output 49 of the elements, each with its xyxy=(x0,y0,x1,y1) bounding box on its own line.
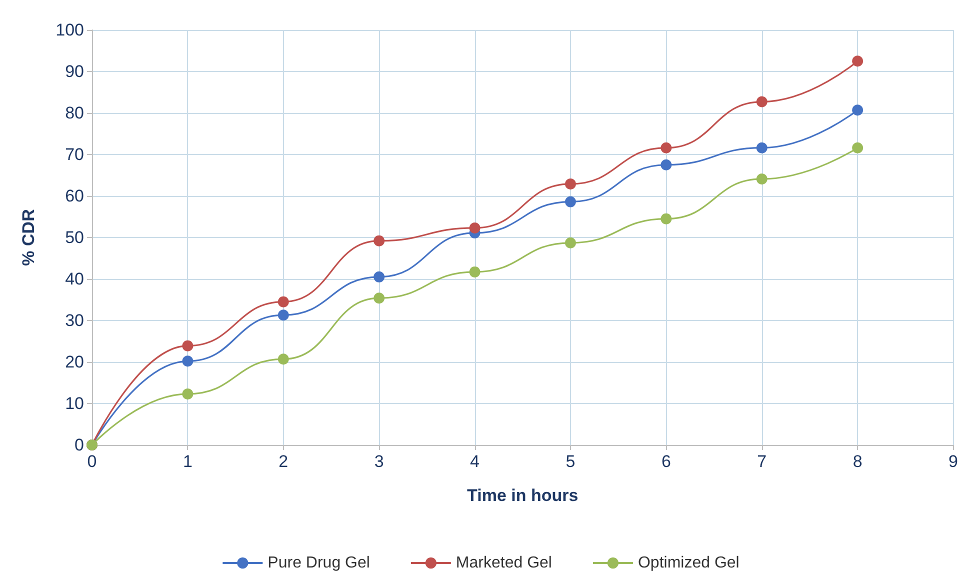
point xyxy=(374,271,385,282)
point xyxy=(564,178,576,190)
point xyxy=(660,142,672,154)
point xyxy=(660,213,672,224)
point xyxy=(756,173,768,184)
point xyxy=(374,292,385,304)
x-tick-label: 5 xyxy=(566,452,576,471)
point xyxy=(278,296,289,308)
y-tick-label: 40 xyxy=(65,270,84,288)
y-tick-label: 20 xyxy=(65,352,84,372)
x-tick-label: 9 xyxy=(948,452,958,471)
x-tick-label: 8 xyxy=(852,452,862,471)
y-tick-label: 100 xyxy=(56,20,84,40)
point xyxy=(182,388,194,400)
y-tick-label: 10 xyxy=(65,394,84,413)
y-tick-label: 70 xyxy=(65,145,84,164)
point xyxy=(852,56,864,67)
x-tick-label: 3 xyxy=(374,452,384,471)
y-tick-label: 50 xyxy=(65,228,84,247)
point xyxy=(278,354,289,365)
x-tick-label: 6 xyxy=(661,452,671,471)
x-tick-label: 0 xyxy=(87,452,97,471)
point xyxy=(469,222,480,234)
legend-label: Optimized Gel xyxy=(638,554,740,572)
y-tick-label: 30 xyxy=(65,311,84,330)
point xyxy=(374,235,385,246)
point xyxy=(278,310,289,321)
x-tick-label: 2 xyxy=(278,452,288,471)
point xyxy=(852,104,864,116)
y-tick-label: 0 xyxy=(74,436,84,454)
point xyxy=(756,96,768,108)
x-tick-label: 4 xyxy=(470,452,480,471)
legend-label: Marketed Gel xyxy=(456,554,552,572)
x-tick-label: 1 xyxy=(182,452,192,471)
y-tick-label: 60 xyxy=(65,186,84,206)
x-tick-label: 7 xyxy=(757,452,767,471)
y-tick-label: 90 xyxy=(65,62,84,81)
y-tick-label: 80 xyxy=(65,104,84,122)
point xyxy=(852,142,864,154)
point xyxy=(564,196,576,208)
x-axis-title: Time in hours xyxy=(467,486,578,505)
legend-label: Pure Drug Gel xyxy=(268,554,370,572)
point xyxy=(660,159,672,170)
point xyxy=(182,356,194,367)
point xyxy=(564,237,576,248)
point xyxy=(182,340,194,352)
point xyxy=(469,266,480,278)
point xyxy=(756,142,768,154)
y-axis-title: % CDR xyxy=(19,209,38,266)
